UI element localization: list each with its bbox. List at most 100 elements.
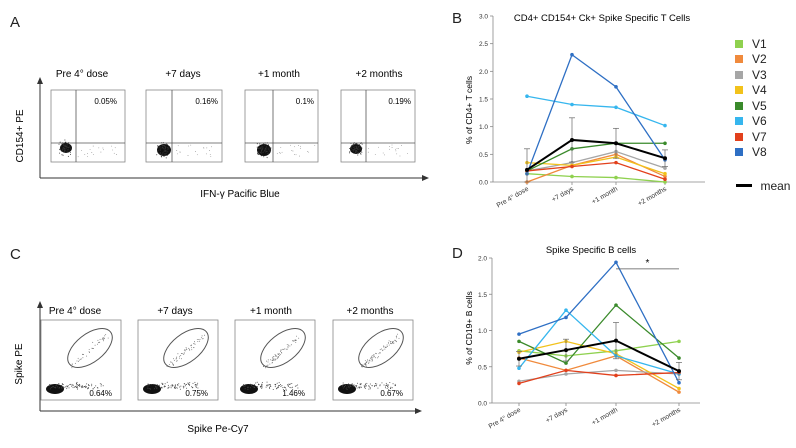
x-tick-label: +7 days <box>551 185 576 203</box>
flow-event-dot <box>88 351 90 353</box>
x-tick-label: +7 days <box>545 406 570 424</box>
flow-event-dot <box>390 387 392 389</box>
flow-event-dot <box>281 348 283 350</box>
flow-event-dot <box>365 363 367 365</box>
series-line-v3 <box>518 369 680 382</box>
flow-event-dot <box>263 151 265 153</box>
flow-event-dot <box>92 154 94 155</box>
flow-event-dot <box>385 384 387 386</box>
flow-event-dot <box>92 348 94 350</box>
flow-event-dot <box>269 385 271 387</box>
flow-event-dot <box>116 154 118 155</box>
flow-event-dot <box>289 383 291 385</box>
flow-plot-title: +1 month <box>250 306 292 317</box>
flow-event-dot <box>176 387 178 389</box>
flow-event-dot <box>395 335 397 337</box>
flow-event-dot <box>159 148 161 150</box>
flow-event-dot <box>376 353 377 355</box>
flow-event-dot <box>272 361 273 363</box>
flow-event-dot <box>373 355 375 357</box>
flow-event-dot <box>364 386 366 388</box>
flow-event-dot <box>65 145 67 147</box>
flow-event-dot <box>383 346 384 348</box>
flow-event-dot <box>254 386 256 388</box>
legend-swatch <box>735 101 743 110</box>
point-v8 <box>570 52 574 57</box>
flow-event-dot <box>95 385 97 387</box>
point-v5 <box>677 356 681 360</box>
flow-event-dot <box>102 385 104 387</box>
flow-event-dot <box>269 384 271 386</box>
mean-line <box>518 339 680 373</box>
flow-event-dot <box>295 341 297 343</box>
flow-event-dot <box>386 344 388 346</box>
flow-event-dot <box>354 151 356 153</box>
flow-event-dot <box>159 384 161 386</box>
flow-event-dot <box>268 149 270 151</box>
flow-event-dot <box>356 148 358 150</box>
flow-event-dot <box>60 145 62 147</box>
flow-event-dot <box>93 387 95 389</box>
flow-event-dot <box>168 386 170 388</box>
flow-event-dot <box>97 387 99 389</box>
flow-event-dot <box>279 353 280 355</box>
legend-swatch <box>735 117 743 126</box>
flow-event-dot <box>294 339 296 341</box>
flow-event-dot <box>286 348 287 350</box>
flow-event-dot <box>365 384 367 386</box>
flow-event-dot <box>395 340 397 342</box>
flow-event-dot <box>353 385 355 387</box>
y-tick-label: 0.5 <box>478 364 487 371</box>
y-tick-label: 0.5 <box>479 152 488 159</box>
flow-event-dot <box>287 385 289 387</box>
flow-event-dot <box>280 147 282 148</box>
flow-event-dot <box>250 385 252 387</box>
point-v6 <box>517 366 521 370</box>
legend-label: V4 <box>752 83 767 98</box>
flow-event-dot <box>278 382 280 384</box>
flow-event-dot <box>177 145 179 147</box>
legend-item-v8: V8 <box>735 145 795 161</box>
y-tick-label: 2.5 <box>479 41 488 48</box>
flow-event-dot <box>89 149 91 151</box>
flow-event-dot <box>407 153 408 154</box>
x-tick-label: +1 month <box>591 407 619 427</box>
flow-event-dot <box>70 148 72 150</box>
flow-event-dot <box>75 387 77 389</box>
flow-event-dot <box>173 359 175 361</box>
flow-event-dot <box>267 144 269 146</box>
flow-event-dot <box>78 384 80 386</box>
flow-event-dot <box>300 145 302 147</box>
point-v7 <box>663 177 667 182</box>
flow-event-dot <box>357 147 359 149</box>
flow-event-dot <box>300 147 301 149</box>
flow-event-dot <box>267 384 269 386</box>
flow-event-dot <box>82 357 84 359</box>
flow-event-dot <box>84 154 86 155</box>
flow-event-dot <box>197 382 199 384</box>
flow-event-dot <box>189 383 191 385</box>
flow-event-dot <box>292 388 294 390</box>
flow-event-dot <box>279 354 281 356</box>
flow-event-dot <box>390 386 392 388</box>
flow-event-dot <box>261 384 263 386</box>
flow-event-dot <box>371 355 373 357</box>
gate-percentage: 0.75% <box>185 389 208 398</box>
flow-event-dot <box>382 349 384 351</box>
flow-event-dot <box>167 384 169 386</box>
flow-event-dot <box>161 142 163 144</box>
legend-label: V3 <box>752 67 767 82</box>
flow-event-dot <box>294 146 295 148</box>
flow-event-dot <box>190 144 192 146</box>
flow-event-dot <box>167 387 169 389</box>
flow-event-dot <box>62 383 64 385</box>
flow-event-dot <box>180 353 182 354</box>
flow-event-dot <box>166 154 168 156</box>
flow-event-dot <box>386 346 387 348</box>
flow-event-dot <box>62 386 64 388</box>
flow-event-dot <box>156 154 158 156</box>
flow-event-dot <box>383 345 385 347</box>
flow-event-dot <box>274 386 276 388</box>
point-v8 <box>677 380 681 385</box>
flow-event-dot <box>190 344 192 346</box>
